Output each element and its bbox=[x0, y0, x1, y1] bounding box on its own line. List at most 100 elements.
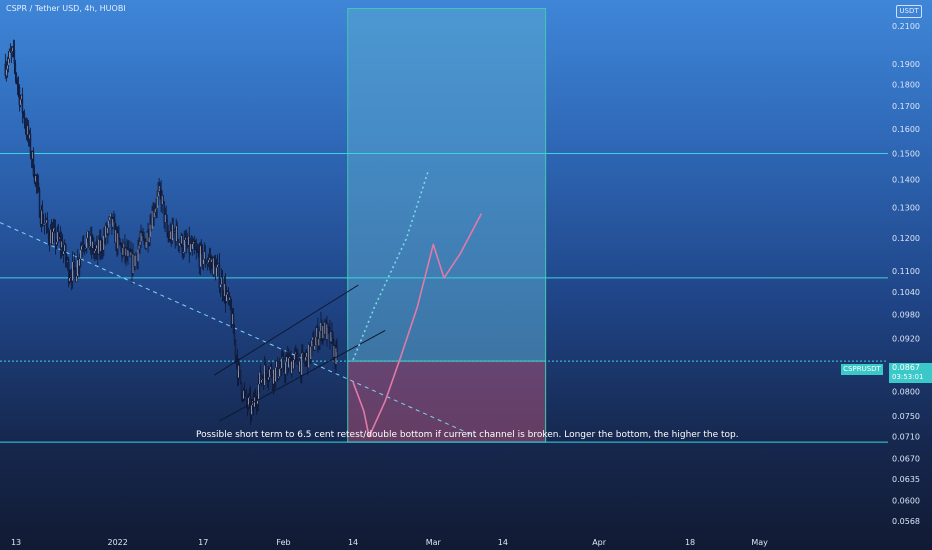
candle-body bbox=[206, 262, 209, 264]
candle-body bbox=[23, 113, 26, 124]
candle-body bbox=[117, 232, 119, 249]
candle-body bbox=[52, 228, 55, 233]
candle-body bbox=[216, 264, 219, 268]
candle-body bbox=[297, 353, 299, 365]
candle-body bbox=[18, 87, 21, 106]
candle-body bbox=[138, 245, 140, 250]
candle-body bbox=[172, 223, 174, 232]
candle-body bbox=[185, 237, 187, 244]
candle-body bbox=[221, 276, 224, 294]
candle-body bbox=[47, 229, 50, 240]
candle-body bbox=[134, 255, 136, 267]
candle-body bbox=[267, 377, 270, 381]
chart-annotation: Possible short term to 6.5 cent retest/d… bbox=[196, 430, 739, 440]
x-axis-tick-label: 2022 bbox=[108, 538, 128, 547]
candle-body bbox=[95, 248, 97, 252]
descending-trendline bbox=[0, 222, 477, 438]
bar-countdown: 03:53:01 bbox=[892, 373, 924, 381]
candle-body bbox=[196, 249, 199, 251]
y-axis-tick-label: 0.0920 bbox=[892, 335, 920, 344]
candle-body bbox=[313, 337, 315, 351]
candle-body bbox=[277, 360, 279, 379]
candle-body bbox=[326, 323, 328, 340]
candle-body bbox=[280, 367, 282, 370]
candle-body bbox=[73, 260, 76, 269]
candle-body bbox=[22, 112, 25, 114]
candle-body bbox=[156, 196, 158, 209]
candle-body bbox=[88, 231, 90, 248]
candle-body bbox=[199, 245, 202, 267]
chart-title: CSPR / Tether USD, 4h, HUOBI bbox=[6, 4, 126, 13]
candle-body bbox=[16, 80, 19, 85]
candle-body bbox=[167, 233, 169, 237]
last-price-tag: 0.0867 03:53:01 bbox=[889, 363, 932, 383]
candle-body bbox=[154, 208, 156, 213]
candle-body bbox=[242, 390, 245, 399]
candle-body bbox=[14, 63, 17, 75]
candle-body bbox=[15, 73, 18, 81]
candle-body bbox=[113, 218, 115, 221]
candle-body bbox=[213, 257, 216, 264]
candle-body bbox=[278, 376, 280, 379]
candle-body bbox=[336, 347, 338, 353]
candle-body bbox=[103, 235, 105, 251]
candle-body bbox=[75, 268, 77, 282]
x-axis-tick-label: 17 bbox=[198, 538, 208, 547]
y-axis-tick-label: 0.1600 bbox=[892, 125, 920, 134]
last-price-value: 0.0867 bbox=[892, 363, 920, 372]
y-axis-tick-label: 0.1040 bbox=[892, 288, 920, 297]
candle-body bbox=[281, 358, 283, 369]
candle-body bbox=[68, 277, 71, 282]
candle-body bbox=[55, 241, 58, 245]
y-axis-tick-label: 0.0750 bbox=[892, 412, 920, 421]
y-axis-tick-label: 0.1300 bbox=[892, 204, 920, 213]
candle-body bbox=[270, 366, 273, 377]
candle-body bbox=[327, 323, 329, 328]
y-axis-tick-label: 0.0670 bbox=[892, 455, 920, 464]
projection-bull-path bbox=[352, 213, 483, 438]
currency-button[interactable]: USDT bbox=[896, 5, 922, 18]
candle-body bbox=[227, 291, 230, 301]
candle-body bbox=[240, 382, 243, 396]
candle-body bbox=[264, 365, 267, 372]
candle-body bbox=[317, 327, 319, 346]
y-axis-tick-label: 0.1200 bbox=[892, 234, 920, 243]
candle-body bbox=[256, 400, 259, 405]
candle-body bbox=[293, 359, 295, 370]
candle-body bbox=[6, 64, 9, 70]
y-axis-tick-label: 0.0800 bbox=[892, 388, 920, 397]
x-axis-tick-label: Mar bbox=[426, 538, 442, 547]
candle-body bbox=[76, 275, 78, 282]
candle-body bbox=[314, 345, 316, 351]
x-axis-tick-label: Feb bbox=[276, 538, 290, 547]
candle-body bbox=[157, 190, 159, 197]
y-axis-tick-label: 0.1100 bbox=[892, 267, 920, 276]
candle-body bbox=[294, 353, 296, 360]
candle-body bbox=[62, 250, 65, 255]
candle-body bbox=[155, 207, 157, 210]
candle-body bbox=[127, 249, 129, 257]
candle-body bbox=[183, 239, 185, 253]
candle-body bbox=[12, 47, 15, 51]
candle-body bbox=[178, 242, 180, 247]
candle-body bbox=[225, 294, 228, 302]
candle-body bbox=[102, 249, 104, 252]
candle-body bbox=[83, 245, 85, 247]
candle-body bbox=[234, 340, 237, 357]
candle-body bbox=[315, 336, 317, 346]
x-axis-tick-label: 13 bbox=[11, 538, 21, 547]
candle-body bbox=[24, 123, 27, 128]
candle-body bbox=[93, 241, 95, 254]
candle-body bbox=[279, 368, 281, 377]
candle-body bbox=[301, 353, 303, 376]
candle-body bbox=[149, 224, 151, 238]
candle-body bbox=[159, 185, 161, 190]
candle-body bbox=[283, 357, 285, 370]
candle-body bbox=[163, 201, 165, 223]
candle-body bbox=[61, 241, 64, 255]
x-axis-tick-label: 14 bbox=[498, 538, 508, 547]
y-axis-tick-label: 0.1900 bbox=[892, 60, 920, 69]
candle-body bbox=[79, 258, 81, 267]
candle-body bbox=[245, 393, 248, 403]
